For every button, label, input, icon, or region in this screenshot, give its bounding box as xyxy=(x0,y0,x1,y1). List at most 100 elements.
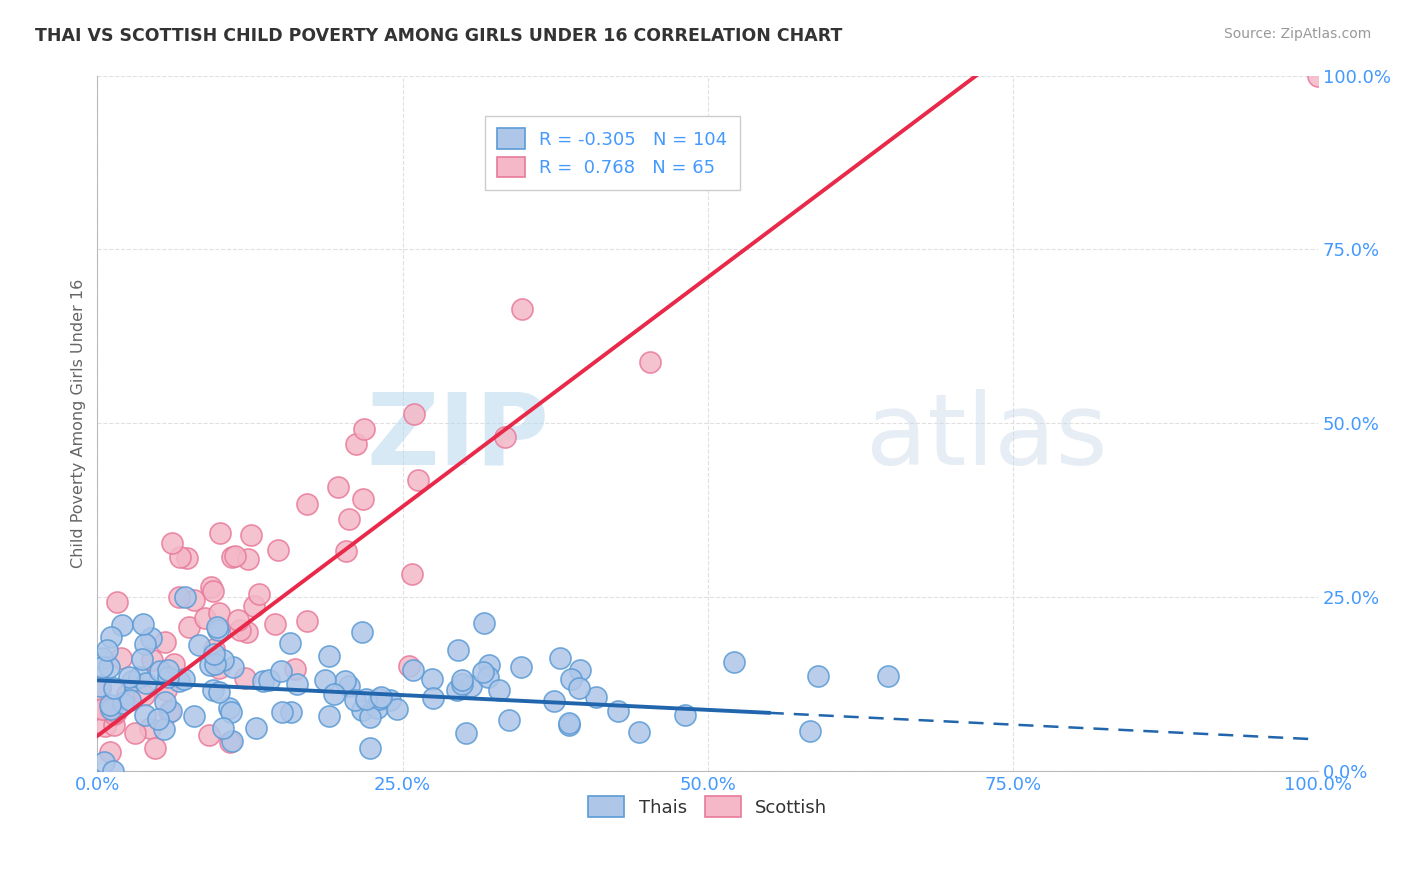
Point xyxy=(543,693,565,707)
Point xyxy=(179,619,201,633)
Point xyxy=(89,680,111,694)
Point xyxy=(402,663,425,677)
Point xyxy=(398,659,420,673)
Point xyxy=(219,734,242,748)
Point xyxy=(208,526,231,541)
Point xyxy=(153,695,176,709)
Point xyxy=(218,700,240,714)
Point xyxy=(344,437,367,451)
Point xyxy=(221,734,243,748)
Point xyxy=(318,708,340,723)
Point xyxy=(638,355,661,369)
Point xyxy=(207,620,229,634)
Point xyxy=(162,536,184,550)
Point xyxy=(198,728,221,742)
Point xyxy=(420,672,443,686)
Point xyxy=(160,704,183,718)
Point xyxy=(446,683,468,698)
Point xyxy=(280,705,302,719)
Point xyxy=(263,616,285,631)
Point xyxy=(176,551,198,566)
Point xyxy=(366,700,388,714)
Point xyxy=(93,756,115,770)
Point xyxy=(202,641,225,656)
Point xyxy=(208,661,231,675)
Point xyxy=(239,527,262,541)
Point xyxy=(402,408,425,422)
Point xyxy=(169,550,191,565)
Point xyxy=(222,660,245,674)
Point xyxy=(510,301,533,316)
Point xyxy=(124,726,146,740)
Point xyxy=(91,702,114,716)
Point xyxy=(295,614,318,628)
Point xyxy=(447,643,470,657)
Point xyxy=(135,676,157,690)
Point xyxy=(157,705,180,719)
Point xyxy=(233,671,256,685)
Point xyxy=(202,647,225,661)
Point xyxy=(270,705,292,719)
Point xyxy=(422,691,444,706)
Legend: Thais, Scottish: Thais, Scottish xyxy=(581,789,835,824)
Point xyxy=(558,716,581,731)
Point xyxy=(297,497,319,511)
Point xyxy=(799,724,821,739)
Point xyxy=(98,702,121,716)
Point xyxy=(585,690,607,704)
Point xyxy=(155,682,177,697)
Point xyxy=(101,764,124,778)
Point xyxy=(494,430,516,444)
Point xyxy=(267,543,290,558)
Point xyxy=(451,673,474,687)
Point xyxy=(89,681,111,696)
Point xyxy=(208,607,231,621)
Point xyxy=(139,721,162,735)
Point xyxy=(94,719,117,733)
Point xyxy=(460,679,482,693)
Point xyxy=(339,679,361,693)
Point xyxy=(221,550,243,565)
Point xyxy=(359,741,381,756)
Point xyxy=(252,673,274,688)
Point xyxy=(510,659,533,673)
Point xyxy=(807,669,830,683)
Point xyxy=(207,623,229,637)
Point xyxy=(202,584,225,599)
Text: THAI VS SCOTTISH CHILD POVERTY AMONG GIRLS UNDER 16 CORRELATION CHART: THAI VS SCOTTISH CHILD POVERTY AMONG GIR… xyxy=(35,27,842,45)
Point xyxy=(131,652,153,666)
Point xyxy=(560,672,582,686)
Point xyxy=(675,708,697,723)
Point xyxy=(110,651,132,665)
Point xyxy=(236,625,259,640)
Point xyxy=(91,660,114,674)
Point xyxy=(149,665,172,679)
Point xyxy=(174,590,197,604)
Point xyxy=(153,634,176,648)
Point xyxy=(100,745,122,759)
Point xyxy=(183,593,205,607)
Point xyxy=(219,705,242,719)
Point xyxy=(173,672,195,686)
Point xyxy=(606,704,628,718)
Point xyxy=(153,722,176,736)
Point xyxy=(110,617,132,632)
Point xyxy=(628,725,651,739)
Point xyxy=(121,673,143,688)
Point xyxy=(169,673,191,688)
Point xyxy=(335,543,357,558)
Point xyxy=(359,709,381,723)
Point xyxy=(96,642,118,657)
Point xyxy=(548,650,571,665)
Point xyxy=(337,512,360,526)
Point xyxy=(322,688,344,702)
Point xyxy=(498,713,520,727)
Point xyxy=(128,670,150,684)
Point xyxy=(148,712,170,726)
Point xyxy=(350,703,373,717)
Point xyxy=(200,580,222,594)
Text: ZIP: ZIP xyxy=(366,389,548,485)
Point xyxy=(115,687,138,701)
Point xyxy=(194,610,217,624)
Point xyxy=(318,649,340,664)
